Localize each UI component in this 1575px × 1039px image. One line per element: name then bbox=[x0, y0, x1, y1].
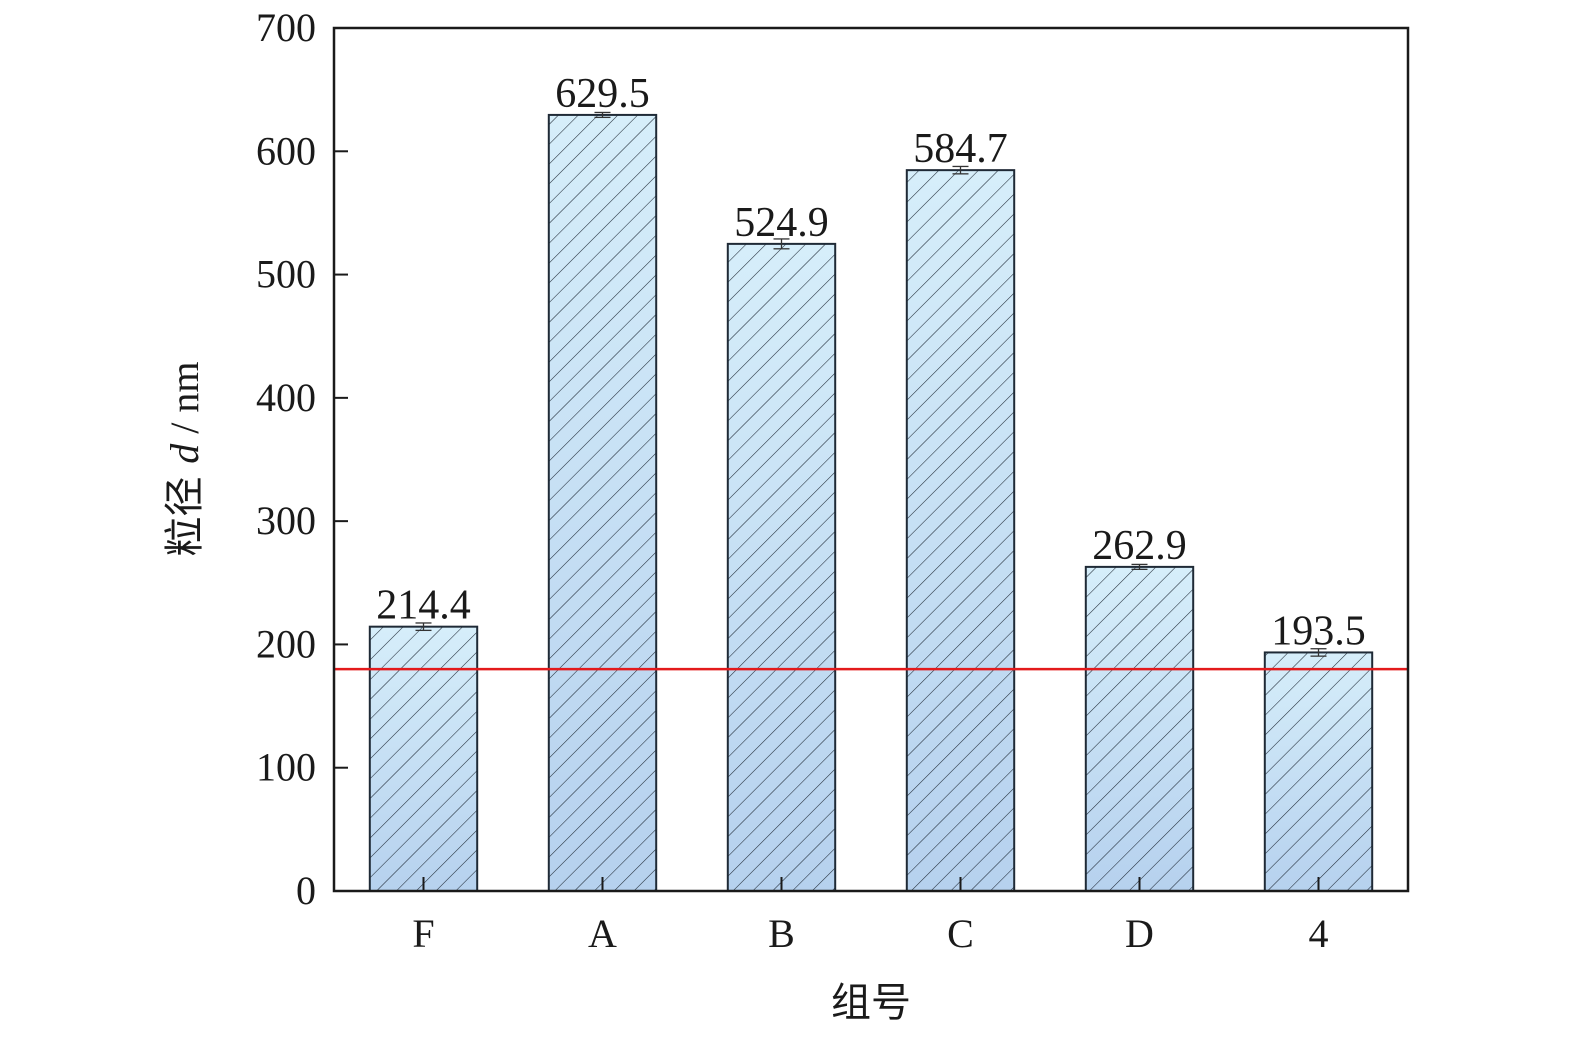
y-tick-label-700: 700 bbox=[256, 5, 316, 50]
value-label-C: 584.7 bbox=[913, 126, 1008, 172]
y-axis-title-unit: / nm bbox=[162, 362, 207, 444]
value-label-4: 193.5 bbox=[1271, 608, 1366, 654]
y-tick-label-100: 100 bbox=[256, 745, 316, 790]
category-label-F: F bbox=[412, 911, 434, 956]
bar-B bbox=[726, 242, 837, 892]
y-tick-label-400: 400 bbox=[256, 375, 316, 420]
error-bar-F bbox=[415, 622, 432, 632]
y-axis-title: 粒径 d / nm bbox=[162, 362, 208, 557]
bar-hatch bbox=[727, 243, 836, 891]
bar-F bbox=[368, 625, 479, 892]
error-bar-B bbox=[773, 238, 790, 250]
error-bar-C bbox=[952, 165, 969, 175]
bar-hatch bbox=[1085, 566, 1194, 891]
bar-D bbox=[1084, 565, 1195, 892]
category-label-D: D bbox=[1125, 911, 1154, 956]
category-label-C: C bbox=[947, 911, 974, 956]
plot-frame bbox=[332, 26, 1410, 893]
value-label-A: 629.5 bbox=[555, 71, 650, 117]
error-bar-A bbox=[594, 111, 611, 119]
bar-hatch bbox=[1264, 652, 1373, 891]
bar-hatch bbox=[906, 170, 1015, 891]
bar-hatch bbox=[369, 626, 478, 891]
y-tick-label-200: 200 bbox=[256, 621, 316, 666]
error-bar-D bbox=[1131, 563, 1148, 570]
value-label-B: 524.9 bbox=[734, 200, 829, 246]
error-bar-4 bbox=[1310, 648, 1327, 657]
y-axis-title-prefix: 粒径 bbox=[162, 464, 208, 557]
value-label-D: 262.9 bbox=[1092, 523, 1187, 569]
bar-C bbox=[905, 169, 1016, 892]
bar-hatch bbox=[548, 114, 657, 891]
labels-layer: 214.4 F 629.5 A 524.9 B 584.7 C 262.9 D 193.5 4 0 100… bbox=[256, 5, 1366, 956]
bar-4 bbox=[1263, 651, 1374, 892]
bar-A bbox=[547, 113, 658, 892]
axes-layer bbox=[332, 26, 1410, 893]
y-tick-label-500: 500 bbox=[256, 252, 316, 297]
y-axis-title-symbol: d bbox=[162, 443, 207, 464]
y-tick-label-300: 300 bbox=[256, 498, 316, 543]
category-label-A: A bbox=[588, 911, 617, 956]
bars-layer bbox=[368, 111, 1374, 892]
value-label-F: 214.4 bbox=[376, 583, 471, 629]
category-label-B: B bbox=[768, 911, 795, 956]
category-label-4: 4 bbox=[1309, 911, 1329, 956]
y-tick-label-600: 600 bbox=[256, 128, 316, 173]
y-tick-label-0: 0 bbox=[296, 868, 316, 913]
x-axis-title: 组号 bbox=[831, 980, 911, 1026]
